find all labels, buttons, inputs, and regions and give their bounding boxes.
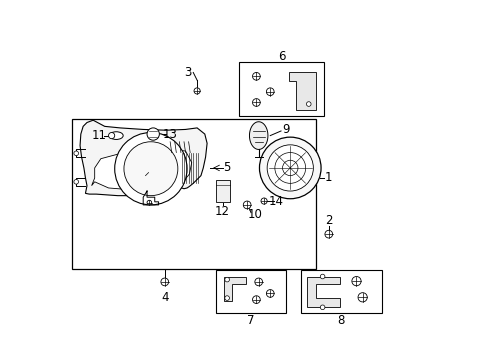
Text: 4: 4 xyxy=(161,291,168,304)
Circle shape xyxy=(108,132,115,139)
Polygon shape xyxy=(289,72,316,110)
Circle shape xyxy=(259,137,321,199)
Circle shape xyxy=(324,230,332,238)
Text: 9: 9 xyxy=(281,123,289,136)
Circle shape xyxy=(147,200,151,205)
Polygon shape xyxy=(249,122,267,149)
Text: 8: 8 xyxy=(337,314,344,327)
Text: 11: 11 xyxy=(92,129,106,142)
Circle shape xyxy=(161,278,168,286)
Polygon shape xyxy=(80,120,207,195)
Circle shape xyxy=(282,160,297,176)
Circle shape xyxy=(123,142,178,195)
Circle shape xyxy=(357,293,366,302)
Circle shape xyxy=(351,276,360,286)
Circle shape xyxy=(74,151,79,156)
Text: 3: 3 xyxy=(184,66,191,79)
Circle shape xyxy=(261,198,266,204)
Circle shape xyxy=(224,296,229,300)
Text: 6: 6 xyxy=(278,50,285,63)
Bar xyxy=(216,180,230,202)
Circle shape xyxy=(147,128,159,140)
Text: 7: 7 xyxy=(247,314,254,327)
Circle shape xyxy=(115,132,187,205)
Circle shape xyxy=(306,102,310,106)
Bar xyxy=(301,270,381,313)
Circle shape xyxy=(252,296,260,303)
Circle shape xyxy=(74,180,79,184)
Bar xyxy=(71,119,316,269)
Polygon shape xyxy=(306,276,339,307)
Text: 13: 13 xyxy=(163,127,177,140)
Text: 2: 2 xyxy=(325,214,332,227)
Circle shape xyxy=(254,278,262,286)
Circle shape xyxy=(266,145,313,191)
Polygon shape xyxy=(224,276,245,301)
Circle shape xyxy=(266,289,274,297)
Circle shape xyxy=(320,305,324,310)
Circle shape xyxy=(252,99,260,106)
Circle shape xyxy=(243,201,250,209)
Circle shape xyxy=(194,88,200,94)
Text: 10: 10 xyxy=(247,208,262,221)
Bar xyxy=(216,270,285,313)
Circle shape xyxy=(320,274,324,279)
Circle shape xyxy=(266,88,274,95)
Ellipse shape xyxy=(109,132,123,139)
Circle shape xyxy=(224,277,229,282)
Circle shape xyxy=(252,72,260,80)
Polygon shape xyxy=(91,149,191,189)
Text: 5: 5 xyxy=(223,161,230,175)
Text: 12: 12 xyxy=(215,204,229,217)
Circle shape xyxy=(274,153,305,183)
Text: 14: 14 xyxy=(268,194,284,208)
Bar xyxy=(239,62,324,116)
Text: 1: 1 xyxy=(325,171,332,184)
